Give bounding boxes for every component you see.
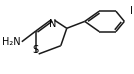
Text: N: N bbox=[49, 19, 56, 29]
Text: H₂N: H₂N bbox=[2, 37, 21, 47]
Text: I: I bbox=[130, 6, 133, 16]
Text: S: S bbox=[33, 45, 39, 55]
